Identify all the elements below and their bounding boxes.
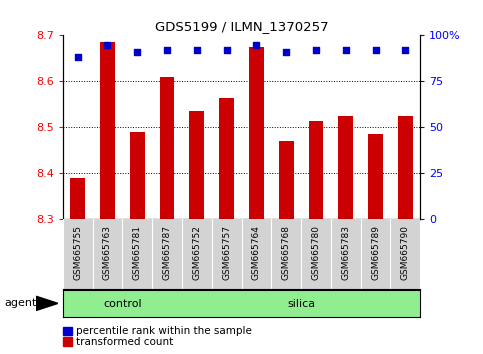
Bar — [130, 132, 145, 219]
Bar — [70, 178, 85, 219]
Point — [312, 47, 320, 53]
Point — [133, 49, 141, 55]
Bar — [100, 42, 115, 219]
Point — [282, 49, 290, 55]
Bar — [309, 120, 324, 219]
Text: GSM665787: GSM665787 — [163, 225, 171, 280]
Text: percentile rank within the sample: percentile rank within the sample — [76, 326, 252, 336]
Text: GSM665763: GSM665763 — [103, 225, 112, 280]
Bar — [182, 290, 420, 317]
Point — [74, 55, 82, 60]
Text: control: control — [103, 298, 142, 309]
Bar — [249, 47, 264, 219]
Bar — [368, 134, 383, 219]
Text: GSM665790: GSM665790 — [401, 225, 410, 280]
Bar — [159, 77, 174, 219]
Text: GSM665783: GSM665783 — [341, 225, 350, 280]
Text: GSM665781: GSM665781 — [133, 225, 142, 280]
Title: GDS5199 / ILMN_1370257: GDS5199 / ILMN_1370257 — [155, 20, 328, 33]
Text: agent: agent — [5, 298, 37, 308]
Bar — [338, 116, 353, 219]
Text: GSM665755: GSM665755 — [73, 225, 82, 280]
Point — [253, 42, 260, 47]
Text: transformed count: transformed count — [76, 337, 173, 347]
Text: GSM665757: GSM665757 — [222, 225, 231, 280]
Text: silica: silica — [287, 298, 315, 309]
Text: GSM665752: GSM665752 — [192, 225, 201, 280]
Text: GSM665764: GSM665764 — [252, 225, 261, 280]
Bar — [63, 290, 182, 317]
Point — [163, 47, 171, 53]
Point — [372, 47, 380, 53]
Text: GSM665768: GSM665768 — [282, 225, 291, 280]
Point — [104, 42, 112, 47]
Point — [342, 47, 350, 53]
Point — [193, 47, 201, 53]
Bar — [219, 97, 234, 219]
Bar — [189, 111, 204, 219]
Text: GSM665780: GSM665780 — [312, 225, 320, 280]
Point — [401, 47, 409, 53]
Point — [223, 47, 230, 53]
Bar — [279, 141, 294, 219]
Polygon shape — [36, 296, 58, 310]
Text: GSM665789: GSM665789 — [371, 225, 380, 280]
Bar — [398, 116, 413, 219]
